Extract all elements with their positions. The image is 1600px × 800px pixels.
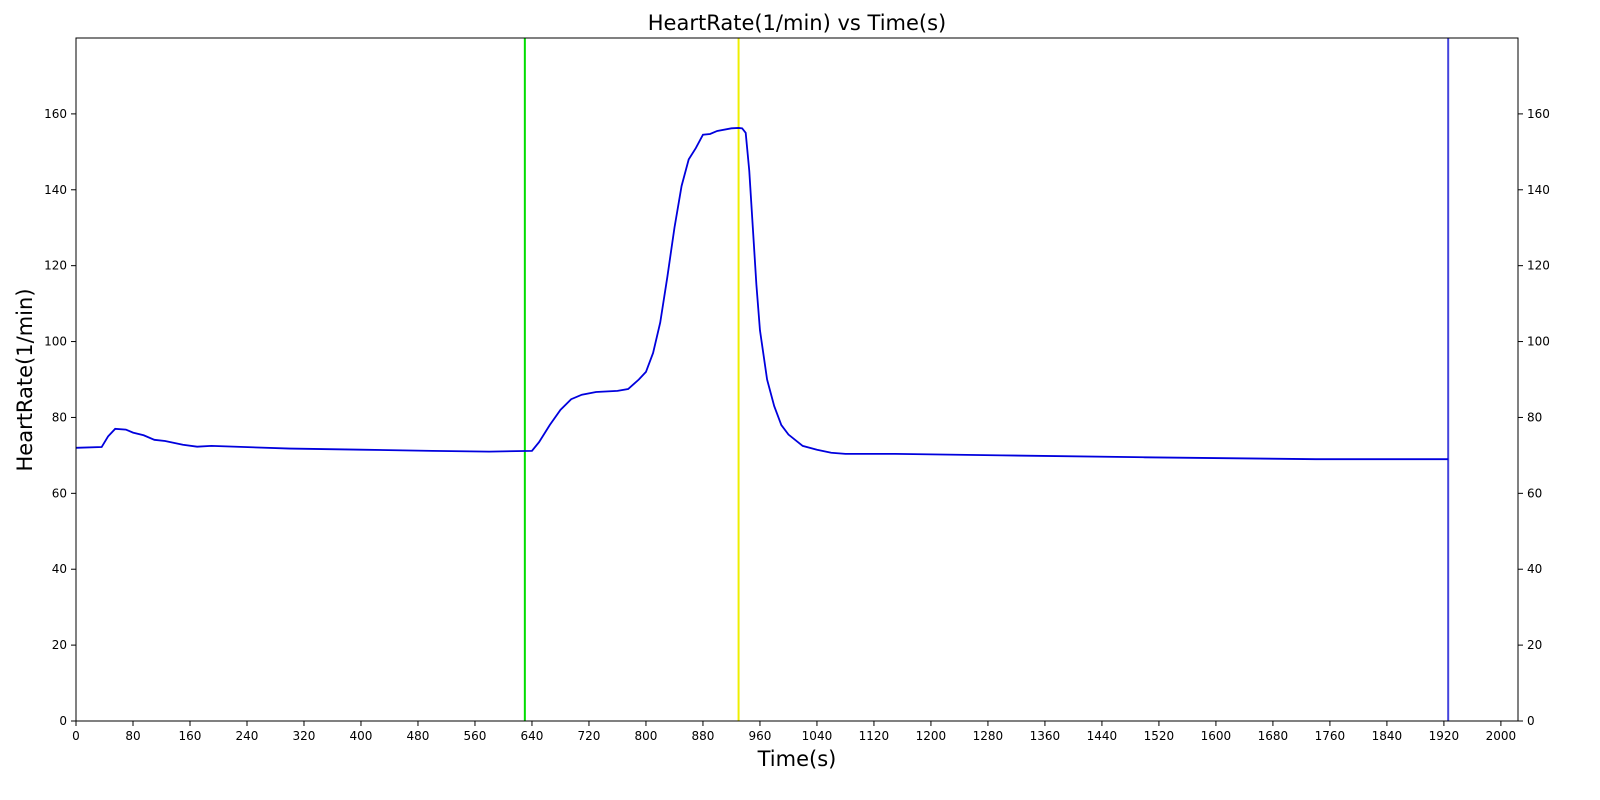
y2-tick-label: 0 [1527,714,1535,728]
y2-tick-label: 160 [1527,107,1550,121]
y-axis-label: HeartRate(1/min) [13,288,37,471]
y-tick-label: 120 [44,259,67,273]
x-tick-label: 1760 [1315,729,1346,743]
y2-tick-label: 100 [1527,335,1550,349]
x-tick-label: 320 [293,729,316,743]
y-tick-label: 20 [52,638,67,652]
x-tick-label: 640 [521,729,544,743]
x-tick-label: 720 [578,729,601,743]
x-tick-label: 1680 [1258,729,1289,743]
x-tick-label: 960 [748,729,771,743]
x-tick-label: 1040 [802,729,833,743]
x-tick-label: 480 [407,729,430,743]
y2-tick-label: 20 [1527,638,1542,652]
y-tick-label: 80 [52,410,67,424]
x-tick-label: 1360 [1030,729,1061,743]
x-tick-label: 880 [692,729,715,743]
y-tick-label: 40 [52,562,67,576]
y-tick-label: 60 [52,486,67,500]
y-tick-label: 160 [44,107,67,121]
x-tick-label: 1600 [1201,729,1232,743]
x-tick-label: 160 [179,729,202,743]
y2-tick-label: 40 [1527,562,1542,576]
x-tick-label: 1440 [1087,729,1118,743]
data-line [75,127,1449,461]
x-tick-label: 560 [464,729,487,743]
y2-tick-label: 60 [1527,486,1542,500]
y-tick-label: 140 [44,183,67,197]
x-tick-label: 400 [350,729,373,743]
y-tick-label: 100 [44,335,67,349]
x-tick-label: 0 [72,729,80,743]
x-tick-label: 1520 [1144,729,1175,743]
x-tick-label: 240 [236,729,259,743]
y2-tick-label: 80 [1527,410,1542,424]
y2-tick-label: 120 [1527,259,1550,273]
x-tick-label: 1280 [973,729,1004,743]
x-tick-label: 1120 [859,729,890,743]
x-axis-label: Time(s) [757,747,837,771]
x-tick-label: 1200 [916,729,947,743]
x-tick-label: 800 [635,729,658,743]
x-tick-label: 1920 [1429,729,1460,743]
x-tick-label: 80 [125,729,140,743]
y-tick-label: 0 [59,714,67,728]
x-tick-label: 2000 [1486,729,1517,743]
x-tick-label: 1840 [1372,729,1403,743]
chart-title: HeartRate(1/min) vs Time(s) [648,11,946,35]
plot-frame [75,37,1519,722]
y2-tick-label: 140 [1527,183,1550,197]
